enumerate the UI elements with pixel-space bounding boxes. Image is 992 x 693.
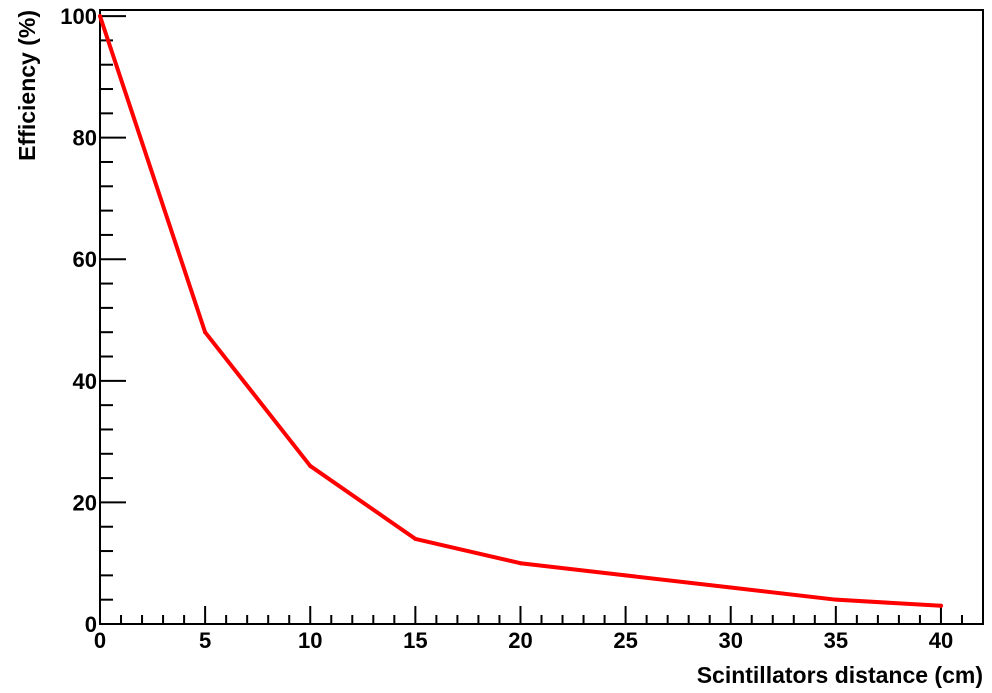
y-tick-label: 40 (73, 369, 97, 394)
data-point (413, 536, 418, 541)
axis-ticks (99, 15, 984, 625)
data-point (518, 561, 523, 566)
x-tick-label: 25 (613, 628, 637, 653)
y-tick-label: 60 (73, 247, 97, 272)
data-point (623, 573, 628, 578)
series-layer (98, 14, 943, 608)
data-point (833, 597, 838, 602)
efficiency-series-line (98, 14, 943, 608)
x-tick-label: 0 (94, 628, 106, 653)
x-tick-label: 15 (403, 628, 427, 653)
data-point (938, 603, 943, 608)
x-tick-label: 20 (508, 628, 532, 653)
x-tick-label: 5 (199, 628, 211, 653)
data-point (203, 330, 208, 335)
x-tick-labels: 0 5 10 15 20 25 30 35 40 (94, 628, 953, 653)
x-tick-label: 10 (298, 628, 322, 653)
y-tick-label: 20 (73, 490, 97, 515)
plot-frame (99, 9, 984, 625)
data-point (98, 14, 102, 19)
y-tick-label: 0 (85, 612, 97, 637)
x-tick-label: 40 (929, 628, 953, 653)
y-tick-labels: 0 20 40 60 80 100 (60, 4, 97, 637)
y-tick-label: 100 (60, 4, 97, 29)
x-tick-label: 30 (718, 628, 742, 653)
x-tick-label: 35 (824, 628, 848, 653)
x-axis-title: Scintillators distance (cm) (697, 662, 983, 688)
data-point (308, 463, 313, 468)
data-point (728, 585, 733, 590)
y-tick-label: 80 (73, 126, 97, 151)
y-axis-title: Efficiency (%) (14, 10, 40, 161)
